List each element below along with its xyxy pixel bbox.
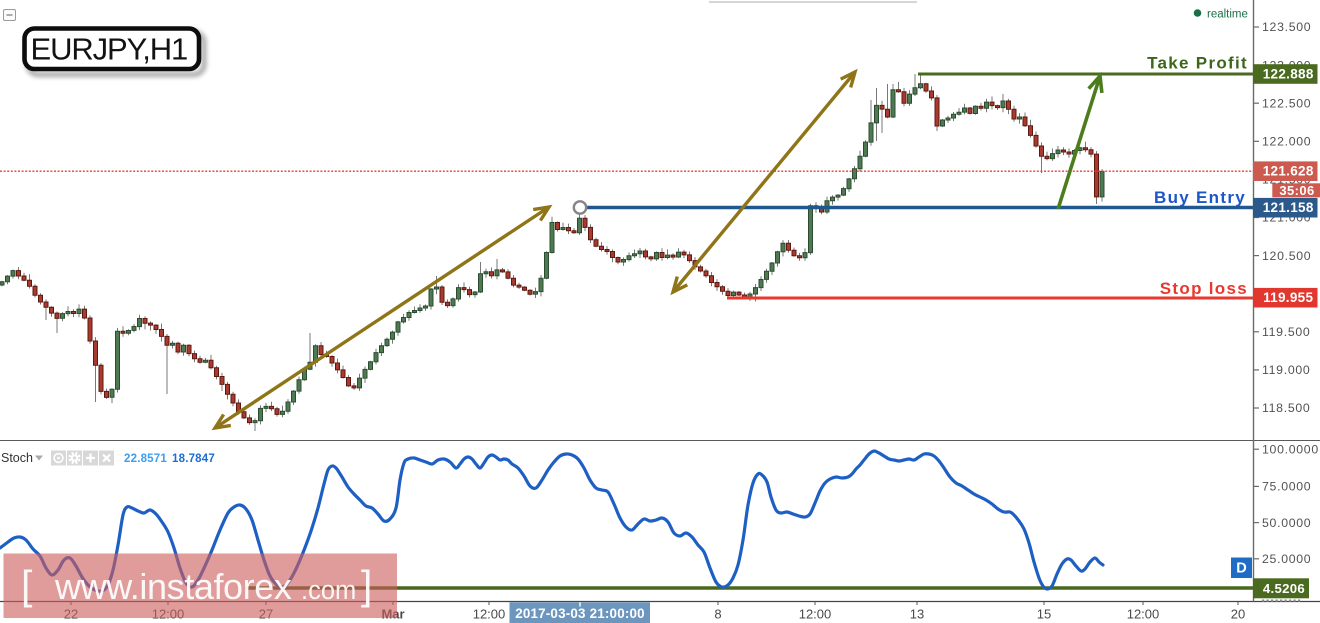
- svg-text:4.5206: 4.5206: [1263, 581, 1305, 596]
- svg-text:22.8571: 22.8571: [124, 453, 167, 465]
- svg-text:18.7847: 18.7847: [172, 453, 215, 465]
- svg-text:.com: .com: [301, 577, 356, 605]
- svg-text:15: 15: [1037, 607, 1051, 622]
- svg-text:118.500: 118.500: [1262, 401, 1310, 415]
- svg-text:Stop loss: Stop loss: [1160, 279, 1248, 298]
- svg-text:119.955: 119.955: [1263, 290, 1313, 305]
- svg-text:50.0000: 50.0000: [1262, 516, 1311, 530]
- svg-text:12:00: 12:00: [799, 607, 832, 622]
- svg-text:122.888: 122.888: [1263, 67, 1314, 82]
- svg-text:119.000: 119.000: [1262, 363, 1310, 377]
- svg-text:122.500: 122.500: [1262, 96, 1311, 110]
- svg-text:12:00: 12:00: [1127, 607, 1160, 622]
- svg-text:EURJPY,H1: EURJPY,H1: [31, 32, 188, 67]
- svg-text:13: 13: [910, 607, 924, 622]
- svg-text:8: 8: [714, 607, 721, 622]
- svg-text:Take Profit: Take Profit: [1147, 54, 1248, 73]
- svg-text:120.500: 120.500: [1262, 249, 1311, 263]
- svg-text:realtime: realtime: [1207, 9, 1248, 21]
- svg-text:12:00: 12:00: [473, 607, 506, 622]
- svg-text:121.158: 121.158: [1263, 200, 1314, 215]
- svg-text:www.instaforex: www.instaforex: [54, 566, 292, 607]
- svg-text:20: 20: [1231, 607, 1245, 622]
- svg-text:121.628: 121.628: [1263, 164, 1314, 179]
- svg-text:[: [: [21, 562, 33, 608]
- svg-text:122.000: 122.000: [1262, 135, 1311, 149]
- svg-text:D: D: [1236, 561, 1246, 577]
- svg-text:25.0000: 25.0000: [1262, 552, 1311, 566]
- svg-text:75.0000: 75.0000: [1262, 480, 1311, 494]
- svg-text:Buy Entry: Buy Entry: [1154, 188, 1246, 207]
- svg-text:123.500: 123.500: [1262, 20, 1311, 34]
- svg-text:35:06: 35:06: [1279, 183, 1314, 198]
- svg-text:]: ]: [361, 562, 372, 608]
- svg-text:Stoch: Stoch: [1, 451, 33, 465]
- svg-text:2017-03-03 21:00:00: 2017-03-03 21:00:00: [515, 606, 645, 621]
- svg-text:100.0000: 100.0000: [1262, 442, 1319, 456]
- svg-text:119.500: 119.500: [1262, 325, 1310, 339]
